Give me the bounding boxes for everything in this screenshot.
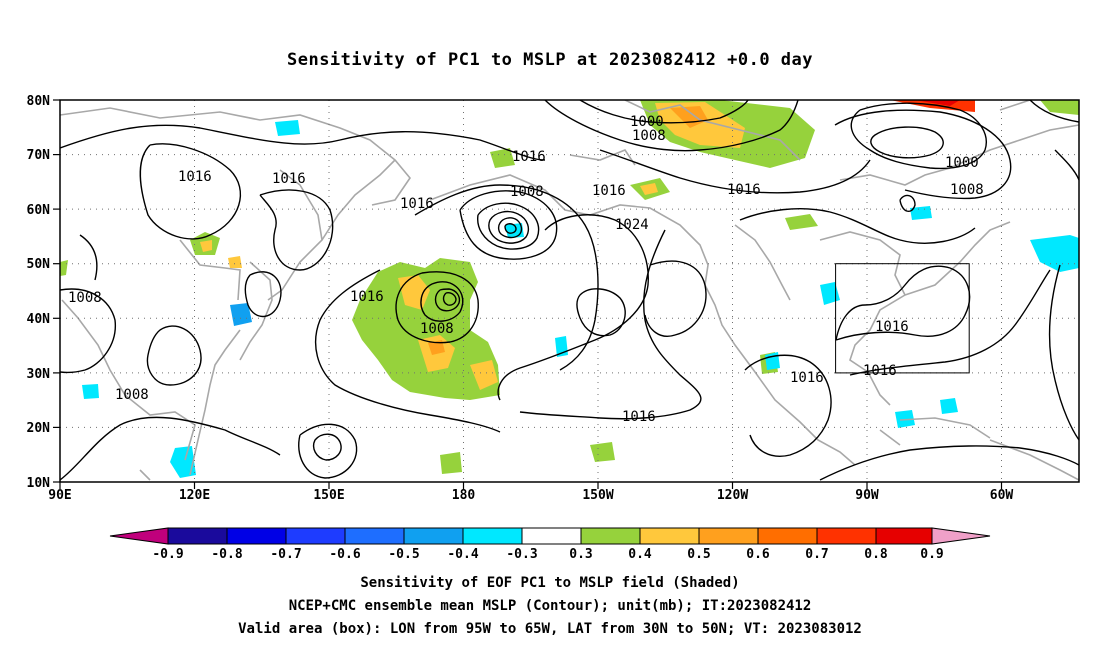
colorbar-segment bbox=[875, 527, 933, 545]
colorbar-label: -0.9 bbox=[152, 547, 183, 562]
lat-label: 70N bbox=[27, 148, 51, 163]
colorbar-segment bbox=[344, 527, 405, 545]
lat-label: 20N bbox=[27, 421, 51, 436]
lon-label: 90W bbox=[855, 488, 879, 503]
colorbar-segment bbox=[285, 527, 346, 545]
axis-ticks bbox=[53, 99, 1003, 489]
contour-label: 1008 bbox=[510, 184, 544, 200]
contour-label: 1016 bbox=[178, 169, 212, 185]
lat-label: 30N bbox=[27, 367, 51, 382]
colorbar-segment bbox=[226, 527, 287, 545]
lon-label: 120E bbox=[179, 488, 210, 503]
contour-label: 1016 bbox=[350, 289, 384, 305]
colorbar-label: 0.7 bbox=[805, 547, 828, 562]
contour-label: 1016 bbox=[875, 319, 909, 335]
colorbar-label: -0.7 bbox=[270, 547, 301, 562]
contour-label: 1016 bbox=[592, 183, 626, 199]
caption-line-2: NCEP+CMC ensemble mean MSLP (Contour); u… bbox=[288, 598, 812, 614]
lat-label: 50N bbox=[27, 257, 51, 272]
lon-label: 150E bbox=[313, 488, 344, 503]
colorbar-label: 0.9 bbox=[920, 547, 943, 562]
lon-label: 150W bbox=[582, 488, 613, 503]
colorbar-low-arrow bbox=[109, 527, 169, 545]
mslp-contours bbox=[60, 100, 1079, 481]
contour-label: 1000 bbox=[630, 114, 664, 130]
colorbar-label: -0.3 bbox=[506, 547, 537, 562]
lat-label: 10N bbox=[27, 476, 51, 491]
colorbar-label: 0.6 bbox=[746, 547, 770, 562]
colorbar-segments bbox=[167, 527, 933, 545]
colorbar-label: 0.4 bbox=[628, 547, 652, 562]
colorbar-label: -0.6 bbox=[329, 547, 360, 562]
contour-label: 1008 bbox=[950, 182, 984, 198]
colorbar: -0.9 -0.8 -0.7 -0.6 -0.5 -0.4 -0.3 0.3 0… bbox=[109, 527, 991, 562]
coastlines bbox=[60, 100, 1079, 481]
caption-line-1: Sensitivity of EOF PC1 to MSLP field (Sh… bbox=[360, 575, 740, 591]
lat-label: 40N bbox=[27, 312, 51, 327]
contour-label: 1016 bbox=[512, 149, 546, 165]
colorbar-segment bbox=[167, 527, 228, 545]
plot-frame bbox=[59, 99, 1080, 483]
colorbar-label: -0.8 bbox=[211, 547, 242, 562]
colorbar-segment bbox=[698, 527, 759, 545]
contour-label: 1016 bbox=[400, 196, 434, 212]
contour-label: 1024 bbox=[615, 217, 649, 233]
colorbar-segment bbox=[816, 527, 877, 545]
colorbar-segment bbox=[639, 527, 700, 545]
contour-label: 1008 bbox=[115, 387, 149, 403]
lon-label: 120W bbox=[717, 488, 748, 503]
colorbar-high-arrow bbox=[931, 527, 991, 545]
lon-label: 90E bbox=[48, 488, 71, 503]
colorbar-label: 0.5 bbox=[687, 547, 710, 562]
contour-label: 1016 bbox=[272, 171, 306, 187]
contour-label: 1008 bbox=[68, 290, 102, 306]
colorbar-label: -0.5 bbox=[388, 547, 419, 562]
map-title: Sensitivity of PC1 to MSLP at 2023082412… bbox=[286, 50, 813, 70]
contour-label: 1016 bbox=[622, 409, 656, 425]
lon-label: 180 bbox=[452, 488, 476, 503]
colorbar-segment bbox=[521, 527, 582, 545]
colorbar-label: -0.4 bbox=[447, 547, 478, 562]
contour-label: 1016 bbox=[863, 363, 897, 379]
contour-label: 1016 bbox=[727, 182, 761, 198]
valid-area-box bbox=[835, 263, 970, 374]
negative-sensitivity-shading bbox=[82, 120, 1079, 478]
lat-label: 60N bbox=[27, 203, 51, 218]
contour-label: 1000 bbox=[945, 155, 979, 171]
colorbar-segment bbox=[462, 527, 523, 545]
colorbar-label: 0.8 bbox=[864, 547, 888, 562]
contour-label: 1016 bbox=[790, 370, 824, 386]
colorbar-label: 0.3 bbox=[569, 547, 592, 562]
latitude-labels: 80N 70N 60N 50N 40N 30N 20N 10N bbox=[27, 94, 51, 491]
contour-label-group: 1016 1016 1016 1008 1016 1008 1008 1008 … bbox=[68, 114, 984, 425]
colorbar-segment bbox=[580, 527, 641, 545]
caption-line-3: Valid area (box): LON from 95W to 65W, L… bbox=[238, 621, 862, 637]
colorbar-segment bbox=[403, 527, 464, 545]
colorbar-segment bbox=[757, 527, 818, 545]
contour-label: 1008 bbox=[420, 321, 454, 337]
lon-label: 60W bbox=[990, 488, 1014, 503]
lat-label: 80N bbox=[27, 94, 51, 109]
longitude-labels: 90E 120E 150E 180 150W 120W 90W 60W bbox=[48, 488, 1013, 503]
contour-label: 1008 bbox=[632, 128, 666, 144]
